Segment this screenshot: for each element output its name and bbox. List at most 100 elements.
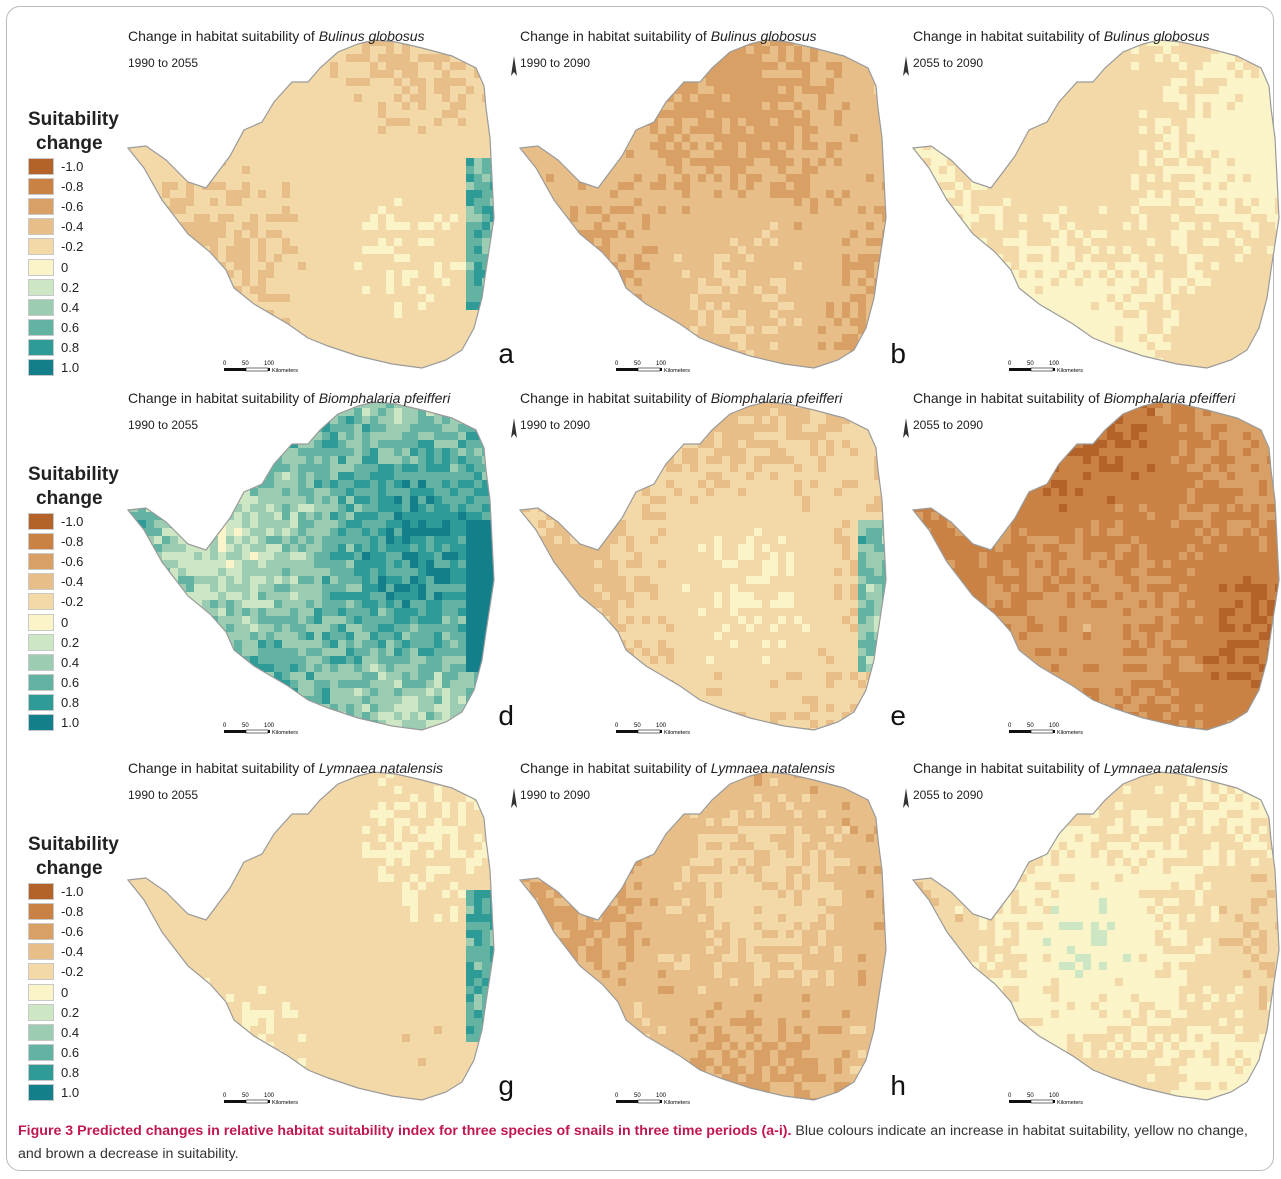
legend-value: 0.6 (61, 320, 80, 336)
legend-entry: 0.4 (28, 297, 138, 317)
legend-swatch (28, 238, 54, 256)
legend-entry: 0.6 (28, 318, 138, 338)
scale-tick-label: 50 (634, 723, 641, 729)
scale-tick-label: 50 (1027, 361, 1034, 367)
scale-tick-label: 100 (1049, 1093, 1060, 1099)
legend-subtitle: change (36, 133, 103, 154)
panel-letter: b (890, 338, 906, 369)
panel-species: Lymnaea natalensis (318, 760, 443, 776)
scale-tick-label: 0 (1008, 723, 1012, 729)
legend-value: 1.0 (61, 715, 80, 731)
legend-subtitle: change (36, 858, 103, 879)
legend-swatch (28, 983, 54, 1001)
legend-value: -1.0 (61, 513, 84, 529)
legend-entry: 0.6 (28, 673, 138, 693)
legend-entry: -0.4 (28, 572, 138, 592)
legend-swatch (28, 552, 54, 570)
scale-tick-label: 100 (1049, 723, 1060, 729)
legend-value: -0.8 (61, 533, 84, 549)
panel-letter: a (498, 338, 514, 369)
legend-entry: -0.8 (28, 531, 138, 551)
legend-value: -0.4 (61, 944, 84, 960)
legend-value: 0.6 (61, 675, 80, 691)
scale-tick-label: 0 (615, 361, 619, 367)
legend-value: -1.0 (61, 883, 84, 899)
legend-entry: -1.0 (28, 881, 138, 901)
legend-value: 0.8 (61, 1065, 80, 1081)
map-panel-a: Change in habitat suitability of Bulinus… (126, 28, 520, 388)
panel-title: Change in habitat suitability of Biompha… (520, 390, 842, 406)
suitability-map (518, 39, 887, 369)
legend-value: -0.4 (61, 219, 84, 235)
legend-title: Suitability (28, 109, 119, 130)
panel-period: 2055 to 2090 (913, 418, 984, 432)
panel-period: 1990 to 2055 (128, 418, 199, 432)
panel-title: Change in habitat suitability of Bulinus… (128, 28, 425, 44)
legend-entry: 0 (28, 612, 138, 632)
panel-title: Change in habitat suitability of Lymnaea… (520, 760, 835, 776)
legend-entry: -0.6 (28, 551, 138, 571)
legend-swatch (28, 532, 54, 550)
panel-species: Bulinus globosus (710, 28, 817, 44)
legend-value: -0.6 (61, 198, 84, 214)
panel-period: 1990 to 2055 (128, 788, 199, 802)
scale-unit: Kilometers (1057, 368, 1083, 374)
legend-swatch (28, 278, 54, 296)
legend-swatch (28, 902, 54, 920)
scale-tick-label: 50 (242, 361, 249, 367)
map-panel-d: Change in habitat suitability of Biompha… (126, 390, 520, 750)
panel-period: 2055 to 2090 (913, 56, 984, 70)
legend-swatch (28, 714, 54, 732)
legend-value: 0 (61, 259, 69, 275)
scale-unit: Kilometers (1057, 1100, 1083, 1106)
legend-entry: -0.4 (28, 217, 138, 237)
legend-value: 0.2 (61, 634, 80, 650)
legend-value: 0.6 (61, 1045, 80, 1061)
legend-title: Suitability (28, 834, 119, 855)
legend-swatch (28, 943, 54, 961)
legend-entry: -1.0 (28, 511, 138, 531)
legend-swatch (28, 319, 54, 337)
legend-value: 0 (61, 614, 69, 630)
legend-entries: -1.0 -0.8 -0.6 -0.4 -0.2 0 0.2 0.4 0.6 0.8 1.0 (28, 156, 138, 378)
legend-entry: 0.4 (28, 1022, 138, 1042)
scale-tick-label: 100 (656, 723, 667, 729)
north-arrow-icon (903, 418, 909, 438)
legend-value: -0.2 (61, 239, 84, 255)
scale-unit: Kilometers (664, 730, 690, 736)
panel-species: Bulinus globosus (1103, 28, 1210, 44)
north-arrow-icon (511, 788, 517, 808)
map-panel-g: Change in habitat suitability of Lymnaea… (126, 760, 520, 1120)
legend-value: 0.4 (61, 654, 80, 670)
legend-value: 0.2 (61, 1004, 80, 1020)
suitability-map (911, 401, 1280, 731)
panel-period: 1990 to 2090 (520, 56, 591, 70)
map-panel-i: Change in habitat suitability of Lymnaea… (911, 760, 1281, 1120)
panel-title: Change in habitat suitability of Lymnaea… (913, 760, 1228, 776)
panel-title-prefix: Change in habitat suitability of (913, 28, 1104, 44)
scale-tick-label: 100 (656, 1093, 667, 1099)
panel-letter: g (498, 1070, 514, 1101)
scale-tick-label: 50 (1027, 723, 1034, 729)
suitability-map (126, 401, 495, 731)
legend-entry: -0.6 (28, 196, 138, 216)
suitability-map (518, 771, 887, 1101)
suitability-map (518, 401, 887, 731)
legend-swatch (28, 593, 54, 611)
panel-title-prefix: Change in habitat suitability of (520, 760, 711, 776)
scale-unit: Kilometers (272, 368, 298, 374)
scale-tick-label: 50 (242, 1093, 249, 1099)
panel-species: Biomphalaria pfeifferi (1103, 390, 1236, 406)
legend-entry: -0.8 (28, 901, 138, 921)
legend-entry: -0.8 (28, 176, 138, 196)
legend-swatch (28, 157, 54, 175)
panel-title: Change in habitat suitability of Lymnaea… (128, 760, 443, 776)
legend-subtitle: change (36, 488, 103, 509)
legend-swatch (28, 339, 54, 357)
legend-value: -0.8 (61, 903, 84, 919)
legend-entry: 1.0 (28, 713, 138, 733)
legend-entry: 0 (28, 257, 138, 277)
